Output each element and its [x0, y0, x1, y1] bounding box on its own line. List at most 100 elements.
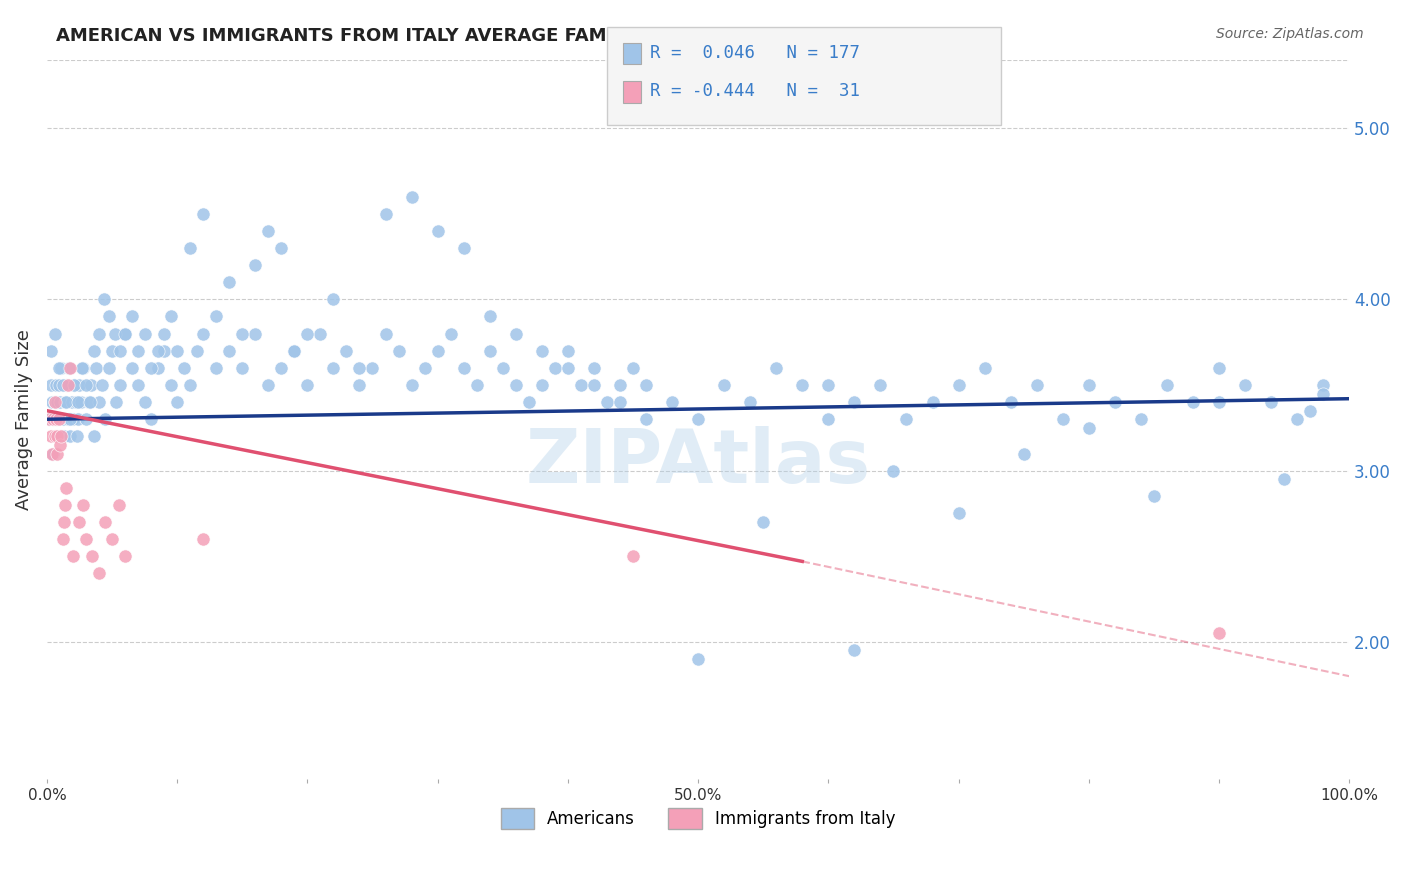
- Point: [46, 395, 69, 409]
- Point: [41, 395, 63, 409]
- Point: [530, 343, 553, 358]
- Point: [98, 310, 121, 324]
- Point: [67, 395, 90, 409]
- Point: [86, 360, 108, 375]
- Point: [1156, 378, 1178, 392]
- Point: [38, 412, 60, 426]
- Point: [505, 326, 527, 341]
- Text: Source: ZipAtlas.com: Source: ZipAtlas.com: [1216, 27, 1364, 41]
- Point: [609, 378, 631, 392]
- Point: [453, 241, 475, 255]
- Point: [335, 343, 357, 358]
- Point: [75, 412, 97, 426]
- Point: [173, 360, 195, 375]
- Point: [231, 360, 253, 375]
- Point: [492, 360, 515, 375]
- Point: [1260, 395, 1282, 409]
- Point: [98, 360, 121, 375]
- Point: [844, 395, 866, 409]
- Point: [46, 446, 69, 460]
- Point: [70, 360, 93, 375]
- Point: [1012, 446, 1035, 460]
- Point: [582, 360, 605, 375]
- Point: [45, 412, 67, 426]
- Point: [1129, 412, 1152, 426]
- Point: [108, 343, 131, 358]
- Point: [740, 395, 762, 409]
- Point: [44, 429, 66, 443]
- Point: [66, 429, 89, 443]
- Point: [401, 189, 423, 203]
- Point: [713, 378, 735, 392]
- Point: [1286, 412, 1309, 426]
- Point: [63, 378, 86, 392]
- Point: [921, 395, 943, 409]
- Point: [42, 412, 65, 426]
- Point: [205, 310, 228, 324]
- Point: [478, 310, 501, 324]
- Point: [38, 412, 60, 426]
- Point: [159, 378, 181, 392]
- Point: [51, 412, 73, 426]
- Point: [387, 343, 409, 358]
- Point: [90, 378, 112, 392]
- Point: [101, 343, 124, 358]
- Point: [440, 326, 463, 341]
- Point: [231, 326, 253, 341]
- Point: [582, 378, 605, 392]
- Point: [52, 429, 75, 443]
- Point: [77, 395, 100, 409]
- Point: [59, 429, 82, 443]
- Point: [257, 224, 280, 238]
- Point: [1143, 489, 1166, 503]
- Point: [49, 395, 72, 409]
- Point: [453, 360, 475, 375]
- Point: [205, 360, 228, 375]
- Point: [948, 507, 970, 521]
- Point: [121, 310, 143, 324]
- Point: [374, 326, 396, 341]
- Point: [752, 515, 775, 529]
- Point: [765, 360, 787, 375]
- Point: [166, 395, 188, 409]
- Point: [82, 549, 104, 564]
- Point: [322, 360, 344, 375]
- Point: [87, 395, 110, 409]
- Point: [39, 343, 62, 358]
- Point: [44, 326, 66, 341]
- Point: [153, 326, 176, 341]
- Point: [426, 343, 449, 358]
- Point: [844, 643, 866, 657]
- Point: [83, 429, 105, 443]
- Point: [45, 378, 67, 392]
- Point: [39, 429, 62, 443]
- Point: [686, 412, 709, 426]
- Point: [114, 549, 136, 564]
- Text: R =  0.046   N = 177: R = 0.046 N = 177: [650, 44, 859, 62]
- Point: [45, 412, 67, 426]
- Point: [686, 652, 709, 666]
- Point: [544, 360, 567, 375]
- Point: [55, 378, 77, 392]
- Point: [60, 395, 83, 409]
- Point: [146, 343, 169, 358]
- Point: [309, 326, 332, 341]
- Point: [51, 360, 73, 375]
- Point: [67, 412, 90, 426]
- Point: [361, 360, 384, 375]
- Point: [44, 395, 66, 409]
- Point: [257, 378, 280, 392]
- Point: [634, 378, 657, 392]
- Point: [101, 532, 124, 546]
- Point: [179, 241, 201, 255]
- Point: [948, 378, 970, 392]
- Point: [1000, 395, 1022, 409]
- Text: ZIPAtlas: ZIPAtlas: [526, 425, 870, 499]
- Point: [59, 412, 82, 426]
- Point: [104, 395, 127, 409]
- Point: [49, 438, 72, 452]
- Point: [1181, 395, 1204, 409]
- Point: [127, 343, 149, 358]
- Point: [1312, 386, 1334, 401]
- Point: [46, 429, 69, 443]
